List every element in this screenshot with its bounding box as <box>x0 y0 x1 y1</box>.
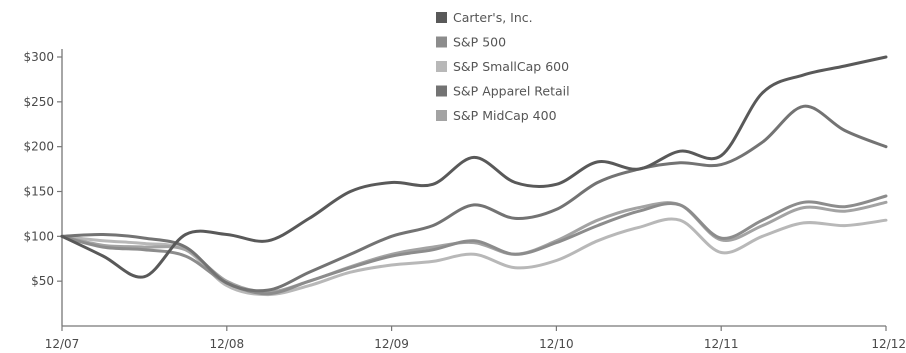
x-tick-label: 12/08 <box>210 337 245 351</box>
y-tick-label: $100 <box>23 229 54 243</box>
x-tick-label: 12/09 <box>374 337 409 351</box>
legend-swatch <box>436 36 447 48</box>
legend-label: S&P MidCap 400 <box>453 108 557 123</box>
series-line-s-p-apparel-retail <box>60 104 888 293</box>
y-tick-label: $300 <box>23 50 54 64</box>
x-tick-label: 12/10 <box>539 337 574 351</box>
series-line-carter-s-inc <box>60 55 888 279</box>
series-lines <box>60 55 888 297</box>
legend-swatch <box>436 61 447 72</box>
legend: Carter's, Inc. S&P 500 S&P SmallCap 600 S&P… <box>436 10 570 123</box>
y-tick-label: $50 <box>31 274 54 288</box>
x-tick-label: 12/12 <box>871 337 906 351</box>
y-tick-label: $200 <box>23 140 54 154</box>
x-tick-label: 12/07 <box>45 337 80 351</box>
legend-label: Carter's, Inc. <box>453 10 533 25</box>
legend-swatch <box>436 110 447 121</box>
legend-label: S&P 500 <box>453 35 506 50</box>
y-tick-label: $150 <box>23 185 54 199</box>
x-tick-label: 12/11 <box>704 337 739 351</box>
axes: $50 $100 $150 $200 $250 $300 12/07 12/08 12/09 12… <box>23 49 906 351</box>
series-line-s-p-500 <box>60 194 888 296</box>
legend-swatch <box>436 12 447 23</box>
y-tick-label: $250 <box>23 95 54 109</box>
legend-swatch <box>436 85 447 97</box>
legend-label: S&P Apparel Retail <box>453 84 570 99</box>
legend-label: S&P SmallCap 600 <box>453 59 569 74</box>
